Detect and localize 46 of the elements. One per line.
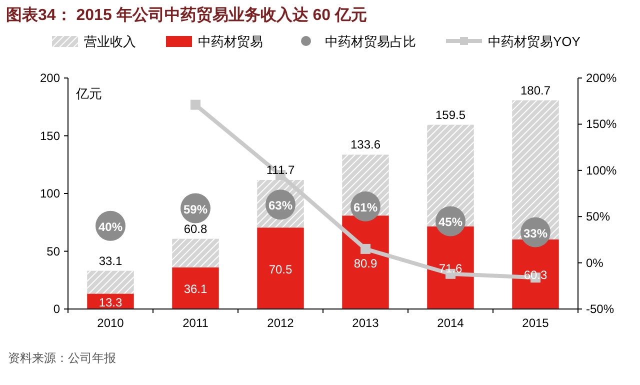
data-label: 59% [183,202,208,216]
point [360,244,370,254]
y-tick-label: 50 [46,244,60,258]
legend-label: 中药材贸易 [198,34,263,49]
data-label: 80.9 [354,256,378,270]
x-tick-label: 2010 [97,316,124,330]
x-tick-label: 2015 [522,316,550,330]
legend-label: 营业收入 [84,34,136,49]
total-label: 180.7 [520,83,551,98]
y2-tick-label: 100% [586,163,618,178]
y-axis-title: 亿元 [75,86,102,101]
bar [342,216,389,309]
bar [172,267,219,309]
y2-tick-label: 50% [586,210,610,224]
bar [512,239,559,309]
data-label: 36.1 [184,282,208,296]
total-label: 60.8 [184,222,208,236]
total-label: 159.5 [435,108,466,122]
legend-label: 中药材贸易YOY [488,34,581,49]
total-label: 33.1 [98,254,122,268]
y2-tick-label: 0% [586,256,604,270]
x-tick-label: 2012 [267,316,294,330]
x-tick-label: 2014 [437,316,464,330]
y-tick-label: 200 [40,71,60,85]
point [190,100,200,110]
data-label: 61% [353,200,378,214]
data-label: 33% [523,226,548,240]
chart-title: 图表34： 2015 年公司中药贸易业务收入达 60 亿元 [6,6,367,24]
y-tick-label: 0 [53,302,60,316]
data-label: 63% [268,198,293,213]
x-tick-label: 2011 [182,316,209,330]
y-tick-label: 100 [40,186,60,200]
data-label: 13.3 [98,295,122,310]
legend-label: 中药材贸易占比 [325,34,416,49]
data-label: 70.5 [268,262,292,276]
bar [257,228,304,309]
y2-tick-label: -50% [586,302,614,316]
y-tick-label: 150 [40,128,60,143]
data-label: 45% [438,215,463,230]
total-label: 111.7 [266,162,295,177]
total-label: 133.6 [350,138,381,152]
y2-tick-label: 150% [586,117,618,132]
y2-tick-label: 200% [586,71,618,85]
data-label: 40% [98,220,123,234]
text: 资料来源：公司年报 [8,351,116,365]
x-tick-label: 2013 [352,316,380,330]
